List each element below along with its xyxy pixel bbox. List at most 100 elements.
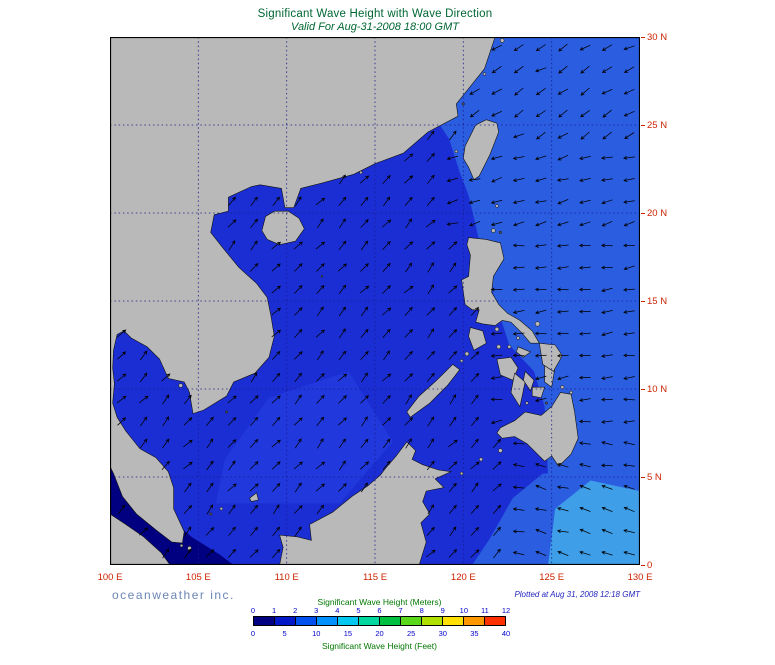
feet-tick: 20: [375, 629, 384, 638]
ocean-region-pacific: [392, 37, 640, 477]
lat-label: 25 N: [647, 120, 668, 131]
map-frame: [110, 37, 640, 565]
island-dot: [491, 228, 496, 233]
island-dot: [464, 351, 470, 357]
lon-label: 100 E: [97, 572, 123, 583]
land-masbate: [515, 346, 532, 358]
land-luzon: [461, 237, 540, 344]
land-sumatra: [110, 513, 171, 565]
feet-tick: 30: [438, 629, 447, 638]
colorbar-cell: [422, 617, 443, 625]
lat-tick: [641, 125, 645, 126]
meters-tick: 8: [419, 606, 424, 615]
lat-tick: [641, 213, 645, 214]
island-dot: [534, 321, 541, 327]
meters-tick: 2: [293, 606, 298, 615]
wave-height-map: [110, 37, 640, 565]
chart-subtitle: Valid For Aug-31-2008 18:00 GMT: [291, 21, 459, 33]
feet-tick: 25: [406, 629, 416, 638]
lon-label: 115 E: [362, 572, 388, 583]
lon-label: 110 E: [274, 572, 299, 583]
island-dot: [209, 512, 213, 516]
chart-title: Significant Wave Height with Wave Direct…: [257, 8, 493, 20]
lat-label: 30 N: [647, 32, 668, 43]
meters-tick: 11: [481, 606, 489, 615]
island-dot: [359, 170, 363, 175]
meters-tick: 9: [440, 606, 445, 615]
land-samar: [538, 342, 563, 372]
lat-tick: [641, 389, 645, 390]
island-dot: [569, 390, 573, 395]
colorbar-cell: [338, 617, 359, 625]
ocean-region-scs-south: [216, 371, 393, 504]
meters-tick: 6: [377, 606, 382, 615]
meters-tick: 5: [356, 606, 361, 615]
lat-tick: [641, 565, 645, 566]
legend-feet-label: Significant Wave Height (Feet): [322, 641, 437, 651]
island-dot: [225, 410, 229, 414]
island-dot: [454, 149, 458, 154]
meters-tick: 10: [459, 606, 468, 615]
island-dot: [496, 344, 501, 350]
graticule: [110, 37, 640, 565]
legend-meters-label: Significant Wave Height (Meters): [317, 597, 442, 607]
land-borneo: [279, 441, 453, 565]
island-dot: [516, 336, 520, 340]
feet-tick: 40: [501, 629, 511, 638]
wave-height-colorbar: [253, 616, 506, 626]
island-dot: [525, 401, 529, 405]
island-dot: [495, 204, 499, 208]
lat-label: 5 N: [647, 472, 662, 483]
island-dot: [178, 383, 183, 388]
wave-direction-arrows: [116, 43, 635, 559]
colorbar-cell: [380, 617, 401, 625]
land-mindoro: [468, 327, 487, 351]
land-asia-mainland: [110, 37, 496, 544]
meters-tick: 12: [501, 606, 511, 615]
lat-tick: [641, 301, 645, 302]
lon-label: 125 E: [539, 572, 565, 583]
island-dot: [179, 543, 184, 548]
lat-label: 10 N: [647, 384, 668, 395]
island-dot: [507, 344, 512, 349]
island-dot: [560, 385, 565, 390]
land-natuna: [249, 492, 259, 502]
feet-tick: 5: [282, 629, 287, 638]
land-cebu: [523, 370, 535, 392]
colorbar-cell: [317, 617, 338, 625]
land-bohol: [531, 386, 546, 399]
land-taiwan: [462, 119, 500, 181]
island-dot: [459, 359, 464, 363]
meters-tick: 3: [314, 606, 319, 615]
lat-tick: [641, 37, 645, 38]
feet-tick: 15: [343, 629, 353, 638]
land-hainan: [261, 210, 305, 246]
colorbar-cell: [464, 617, 485, 625]
island-dot: [320, 275, 324, 278]
island-dot: [459, 471, 464, 476]
colorbar-cell: [275, 617, 296, 625]
plotted-timestamp: Plotted at Aug 31, 2008 12:18 GMT: [514, 590, 640, 599]
land-negros: [510, 372, 526, 408]
lon-label: 105 E: [185, 572, 211, 583]
lat-label: 20 N: [647, 208, 668, 219]
island-dot: [544, 401, 548, 405]
meters-tick: 1: [271, 606, 277, 615]
island-dot: [499, 38, 505, 43]
island-dot: [494, 326, 500, 332]
island-dot: [498, 448, 503, 453]
island-dot: [498, 230, 502, 234]
oceanweather-branding: oceanweather inc.: [112, 588, 235, 602]
island-dot: [482, 72, 487, 76]
island-dot: [219, 507, 223, 511]
meters-tick: 0: [250, 606, 256, 615]
lat-label: 0: [647, 560, 653, 571]
lat-label: 15 N: [647, 296, 668, 307]
land-palawan: [406, 364, 461, 418]
colorbar-cell: [296, 617, 317, 625]
ocean-region-se-cyan: [548, 480, 640, 565]
island-dot: [479, 457, 483, 462]
colorbar-cell: [485, 617, 505, 625]
land-mindanao: [496, 392, 579, 467]
